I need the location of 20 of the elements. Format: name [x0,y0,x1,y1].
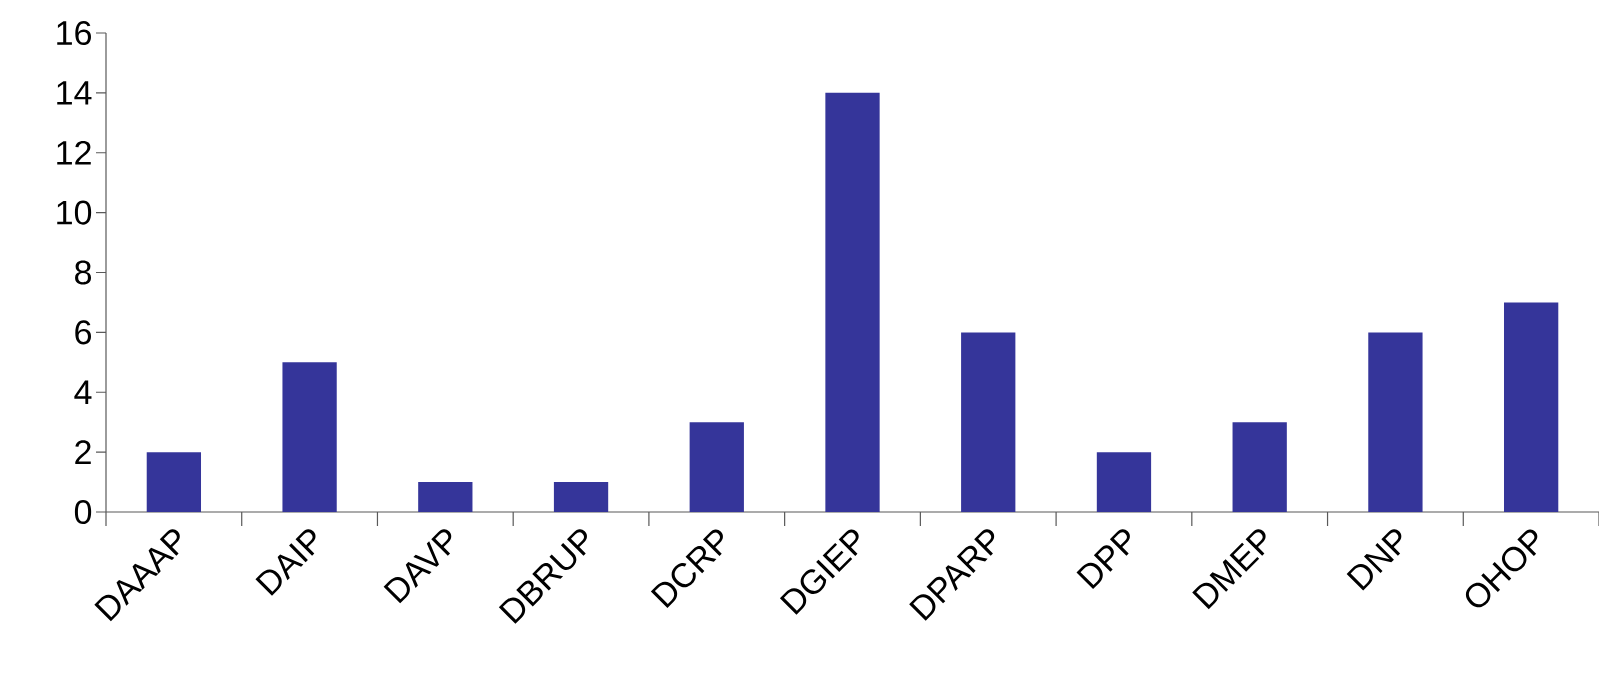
bar [961,332,1016,512]
bar [825,92,880,512]
y-tick-label: 10 [57,200,92,225]
y-tick-label: 2 [75,440,91,464]
bar [282,362,337,512]
y-tick-label: 16 [57,20,91,46]
bar [553,482,609,512]
y-tick-label: 8 [75,260,92,285]
y-tick-label: 0 [74,499,92,525]
y-tick-label: 4 [74,380,92,404]
bar [1504,302,1559,512]
y-tick-label: 6 [75,320,91,345]
y-tick-label: 12 [57,140,91,165]
bar [1096,452,1152,512]
bar [418,482,473,512]
bar [146,452,202,512]
bar [689,422,744,512]
bar [1232,422,1287,512]
bar [1368,332,1423,512]
y-tick-label: 14 [57,81,92,105]
